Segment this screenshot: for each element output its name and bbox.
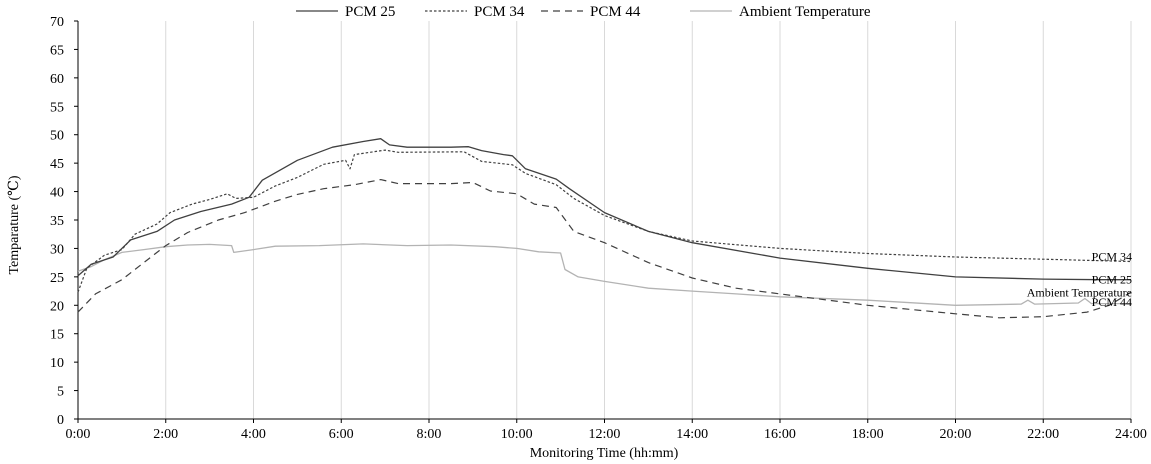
legend: PCM 25 PCM 34 PCM 44 Ambient Temperature [296,4,871,20]
x-tick-label: 12:00 [589,427,621,442]
x-tick-label: 16:00 [764,427,796,442]
y-tick-label: 15 [50,328,64,343]
x-tick-label: 4:00 [241,427,266,442]
legend-entry-pcm-44: PCM 44 [541,4,641,20]
end-label-pcm-44: PCM 44 [1092,295,1132,309]
x-tick-label: 2:00 [153,427,178,442]
y-tick-labels: 0 5 10 15 20 25 30 35 40 45 50 55 60 65 70 [50,15,64,428]
y-tick-label: 40 [50,186,64,201]
axes [74,20,1132,423]
y-tick-label: 55 [50,100,64,115]
series-line-pcm-44 [77,179,1132,319]
legend-entry-pcm-34: PCM 34 [425,4,525,20]
y-axis-title: Temparature (℃) [7,175,22,274]
legend-label-pcm-34: PCM 34 [474,4,525,20]
y-tick-label: 60 [50,72,64,87]
y-tick-label: 25 [50,271,64,286]
x-tick-label: 10:00 [501,427,533,442]
legend-label-ambient-temperature: Ambient Temperature [739,4,871,20]
x-tick-label: 24:00 [1115,427,1147,442]
x-tick-label: 14:00 [676,427,708,442]
legend-entry-pcm-25: PCM 25 [296,4,395,20]
series-line-pcm-25 [77,138,1131,281]
y-tick-label: 70 [50,15,64,30]
y-tick-label: 10 [50,356,64,371]
y-tick-label: 50 [50,129,64,144]
end-label-pcm-25: PCM 25 [1092,273,1132,287]
y-tick-label: 30 [50,242,64,257]
x-tick-label: 18:00 [852,427,884,442]
legend-label-pcm-44: PCM 44 [590,4,641,20]
y-tick-label: 0 [57,413,64,428]
x-tick-label: 8:00 [417,427,442,442]
y-tick-label: 5 [57,385,64,400]
x-tick-label: 6:00 [329,427,354,442]
x-tick-labels: 0:00 2:00 4:00 6:00 8:00 10:00 12:00 14:00 16:00… [66,427,1147,442]
y-tick-label: 35 [50,214,64,229]
legend-entry-ambient-temperature: Ambient Temperature [690,4,871,20]
series-lines [77,138,1132,319]
y-tick-label: 45 [50,157,64,172]
series-line-ambient-temperature [77,243,1131,306]
end-label-ambient-temperature: Ambient Temperature [1027,286,1132,300]
gridlines [165,21,1132,419]
end-label-pcm-34: PCM 34 [1092,250,1132,264]
x-tick-label: 0:00 [66,427,91,442]
y-tick-label: 65 [50,43,64,58]
x-tick-label: 22:00 [1027,427,1059,442]
y-tick-label: 20 [50,299,64,314]
legend-label-pcm-25: PCM 25 [345,4,395,20]
series-line-pcm-34 [77,149,1132,293]
x-tick-label: 20:00 [940,427,972,442]
x-axis-title: Monitoring Time (hh:mm) [530,446,679,461]
